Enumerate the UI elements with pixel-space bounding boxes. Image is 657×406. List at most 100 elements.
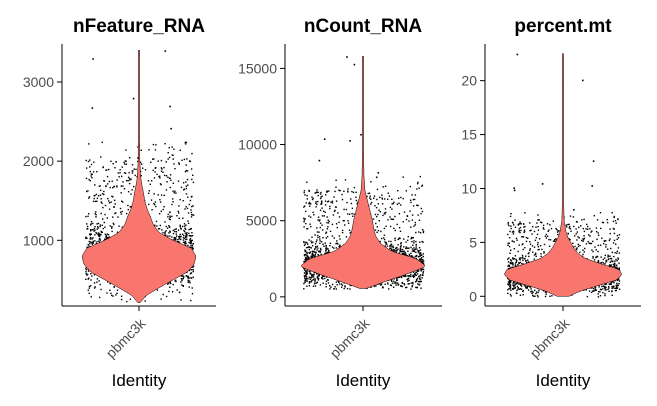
cell-point xyxy=(188,241,190,244)
cell-point xyxy=(418,283,421,286)
cell-point xyxy=(164,232,166,234)
cell-point xyxy=(400,243,402,245)
cell-point xyxy=(96,232,98,235)
cell-point xyxy=(417,182,419,185)
cell-point xyxy=(518,228,520,230)
cell-point xyxy=(86,274,88,276)
cell-point xyxy=(343,190,345,192)
cell-point xyxy=(316,276,318,278)
cell-point xyxy=(103,180,105,182)
cell-point xyxy=(179,237,181,239)
cell-point xyxy=(587,228,589,230)
cell-point xyxy=(174,190,176,192)
cell-point xyxy=(537,243,539,246)
cell-point xyxy=(90,229,92,231)
cell-point xyxy=(90,173,92,175)
cell-point xyxy=(320,196,322,198)
cell-point xyxy=(148,149,150,151)
cell-point xyxy=(303,190,306,192)
cell-point xyxy=(172,158,174,160)
cell-point xyxy=(112,295,114,297)
cell-point xyxy=(181,233,184,235)
cell-point xyxy=(422,262,424,264)
cell-point xyxy=(370,198,372,200)
cell-point xyxy=(393,280,395,282)
cell-point xyxy=(120,295,123,297)
cell-point xyxy=(336,242,338,244)
cell-point xyxy=(105,185,107,188)
cell-point xyxy=(173,230,176,233)
cell-point xyxy=(85,236,87,238)
cell-point xyxy=(113,223,115,226)
cell-point xyxy=(416,254,418,257)
cell-point xyxy=(418,258,421,260)
cell-point xyxy=(106,217,108,219)
cell-point xyxy=(179,233,181,236)
cell-point xyxy=(307,246,309,248)
cell-point xyxy=(98,185,101,187)
cell-point xyxy=(169,186,171,189)
cell-point xyxy=(189,273,192,275)
cell-point xyxy=(325,194,327,196)
cell-point xyxy=(153,177,156,179)
cell-point xyxy=(189,242,191,244)
cell-point xyxy=(392,286,395,288)
cell-point xyxy=(102,227,104,230)
cell-point xyxy=(316,203,318,206)
cell-point xyxy=(118,225,120,227)
cell-point xyxy=(141,163,143,165)
cell-point xyxy=(313,274,315,276)
cell-point xyxy=(189,238,191,241)
cell-point xyxy=(389,216,391,218)
cell-point xyxy=(381,194,383,196)
cell-point xyxy=(403,284,406,286)
cell-point xyxy=(156,225,158,227)
cell-point xyxy=(370,181,372,183)
cell-point xyxy=(160,194,163,196)
cell-point xyxy=(318,220,320,222)
cell-point xyxy=(185,187,187,190)
cell-point xyxy=(317,194,319,197)
cell-point xyxy=(407,275,409,277)
cell-point xyxy=(107,281,109,283)
y-tick-label: 3000 xyxy=(23,74,54,90)
cell-point xyxy=(94,226,96,228)
cell-point xyxy=(322,278,324,280)
cell-point xyxy=(321,200,323,202)
cell-point xyxy=(380,284,382,286)
cell-point xyxy=(400,276,402,278)
cell-point xyxy=(188,280,191,282)
cell-point xyxy=(391,282,394,284)
cell-point xyxy=(178,236,180,238)
cell-point xyxy=(155,167,157,169)
cell-point xyxy=(175,237,177,239)
cell-point xyxy=(121,166,123,168)
cell-point xyxy=(313,214,315,216)
cell-point xyxy=(88,245,90,247)
cell-point xyxy=(408,220,410,222)
cell-point xyxy=(316,281,318,284)
cell-point xyxy=(412,205,415,207)
cell-point xyxy=(314,243,317,245)
cell-point xyxy=(93,287,96,289)
cell-point xyxy=(411,285,414,287)
cell-point xyxy=(94,229,96,231)
cell-point xyxy=(407,283,409,285)
cell-point xyxy=(368,192,371,194)
cell-point xyxy=(97,234,99,236)
cell-point xyxy=(413,247,415,249)
cell-point xyxy=(128,182,131,185)
cell-point xyxy=(90,241,92,243)
cell-point xyxy=(410,201,412,204)
cell-point xyxy=(182,182,185,184)
cell-point xyxy=(410,246,412,249)
cell-point xyxy=(415,255,417,257)
cell-point xyxy=(384,198,386,200)
cell-point xyxy=(411,240,413,243)
cell-point xyxy=(87,190,89,192)
cell-point xyxy=(113,199,116,201)
cell-point xyxy=(410,288,412,290)
cell-point xyxy=(169,231,171,233)
cell-point xyxy=(322,282,324,284)
cell-point xyxy=(398,197,400,199)
